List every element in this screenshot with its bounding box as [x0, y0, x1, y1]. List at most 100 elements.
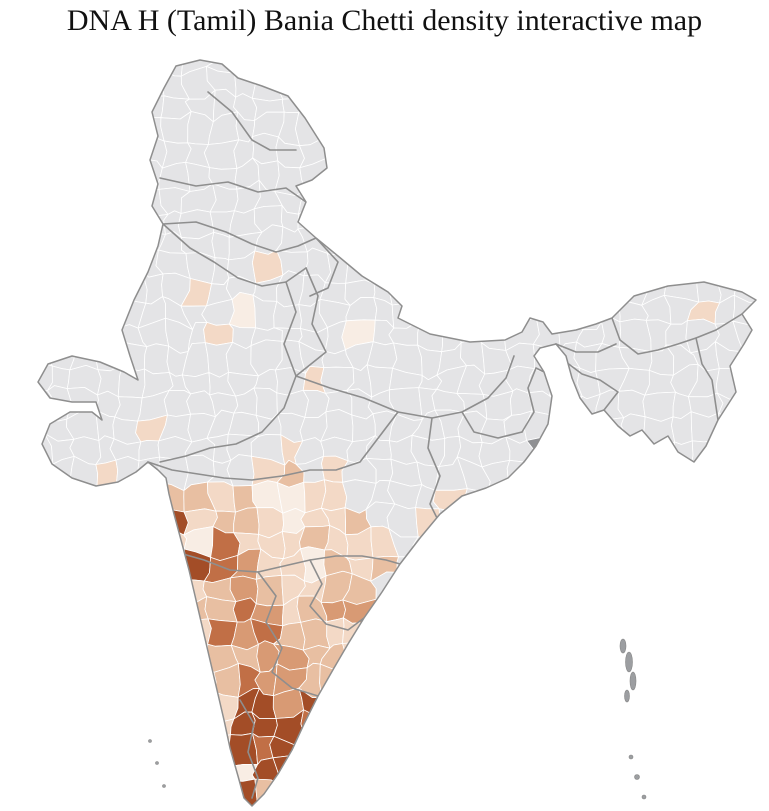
district-cell[interactable] [571, 757, 607, 790]
district-cell[interactable] [711, 648, 744, 674]
district-cell[interactable] [481, 484, 510, 512]
district-cell[interactable] [437, 666, 460, 691]
district-cell[interactable] [599, 738, 630, 767]
district-cell[interactable] [757, 483, 769, 510]
district-cell[interactable] [552, 572, 585, 605]
district-cell[interactable] [760, 92, 769, 118]
district-cell[interactable] [551, 462, 583, 490]
district-cell[interactable] [96, 709, 119, 738]
district-cell[interactable] [116, 110, 142, 141]
district-cell[interactable] [187, 782, 212, 811]
district-cell[interactable] [594, 139, 623, 163]
district-cell[interactable] [455, 275, 485, 300]
district-cell[interactable] [505, 479, 532, 510]
district-cell[interactable] [502, 278, 535, 308]
district-cell[interactable] [389, 755, 419, 789]
district-cell[interactable] [574, 780, 607, 811]
district-cell[interactable] [551, 438, 584, 466]
district-cell[interactable] [204, 763, 235, 784]
district-cell[interactable] [50, 507, 68, 531]
district-cell[interactable] [552, 275, 578, 303]
district-cell[interactable] [411, 138, 445, 169]
district-cell[interactable] [550, 180, 583, 211]
district-cell[interactable] [551, 753, 577, 791]
district-cell[interactable] [44, 134, 79, 162]
district-cell[interactable] [760, 273, 769, 305]
district-cell[interactable] [506, 138, 537, 169]
district-cell[interactable] [695, 68, 721, 98]
district-cell[interactable] [759, 597, 769, 624]
district-cell[interactable] [641, 257, 673, 284]
district-cell[interactable] [555, 713, 580, 741]
district-cell[interactable] [649, 111, 676, 147]
island[interactable] [641, 794, 647, 800]
district-cell[interactable] [600, 180, 626, 216]
district-cell[interactable] [733, 714, 762, 742]
district-cell[interactable] [51, 225, 77, 259]
district-cell[interactable] [47, 621, 74, 651]
district-cell[interactable] [645, 184, 675, 211]
district-cell[interactable] [759, 45, 769, 74]
district-cell[interactable] [119, 503, 145, 532]
district-cell[interactable] [20, 666, 55, 692]
district-cell[interactable] [183, 710, 215, 743]
district-cell[interactable] [183, 687, 217, 719]
district-cell[interactable] [670, 165, 700, 190]
district-cell[interactable] [90, 250, 122, 284]
district-cell[interactable] [69, 206, 102, 237]
district-cell[interactable] [529, 755, 562, 789]
district-cell[interactable] [65, 482, 98, 512]
district-cell[interactable] [488, 145, 509, 168]
district-cell[interactable] [529, 733, 562, 760]
district-cell[interactable] [754, 639, 769, 675]
district-cell[interactable] [420, 246, 444, 279]
district-cell[interactable] [115, 662, 147, 701]
district-cell[interactable] [671, 505, 699, 537]
district-cell[interactable] [368, 160, 397, 193]
district-cell[interactable] [599, 762, 630, 786]
district-cell[interactable] [482, 48, 508, 76]
district-cell[interactable] [527, 90, 556, 119]
district-cell[interactable] [298, 90, 330, 117]
district-cell[interactable] [391, 670, 421, 697]
district-cell[interactable] [641, 52, 676, 79]
district-cell[interactable] [665, 646, 699, 676]
district-cell[interactable] [116, 572, 147, 602]
district-cell[interactable] [735, 412, 763, 438]
district-cell[interactable] [420, 274, 447, 301]
district-cell[interactable] [573, 715, 608, 741]
district-cell[interactable] [435, 141, 469, 169]
district-cell[interactable] [18, 755, 54, 789]
district-cell[interactable] [485, 761, 506, 788]
district-cell[interactable] [454, 95, 488, 123]
district-cell[interactable] [438, 527, 470, 554]
district-cell[interactable] [548, 45, 580, 78]
district-cell[interactable] [17, 326, 53, 352]
district-cell[interactable] [21, 626, 55, 653]
district-cell[interactable] [480, 598, 513, 626]
district-cell[interactable] [549, 96, 581, 119]
district-cell[interactable] [527, 65, 551, 98]
district-cell[interactable] [43, 324, 78, 350]
district-cell[interactable] [737, 595, 766, 628]
district-cell[interactable] [344, 689, 375, 718]
district-cell[interactable] [134, 550, 171, 583]
district-cell[interactable] [554, 622, 579, 648]
district-cell[interactable] [623, 801, 648, 811]
district-cell[interactable] [599, 434, 629, 463]
district-cell[interactable] [712, 577, 742, 597]
district-cell[interactable] [525, 686, 557, 719]
district-cell[interactable] [390, 180, 418, 210]
district-cell[interactable] [434, 70, 465, 100]
district-cell[interactable] [47, 482, 71, 511]
district-cell[interactable] [94, 779, 118, 806]
district-cell[interactable] [531, 456, 557, 485]
district-cell[interactable] [599, 664, 630, 696]
district-cell[interactable] [526, 547, 556, 576]
district-cell[interactable] [760, 301, 769, 328]
district-cell[interactable] [714, 91, 744, 121]
district-cell[interactable] [618, 548, 651, 584]
district-cell[interactable] [456, 664, 485, 689]
district-cell[interactable] [529, 138, 558, 169]
district-cell[interactable] [646, 479, 675, 513]
